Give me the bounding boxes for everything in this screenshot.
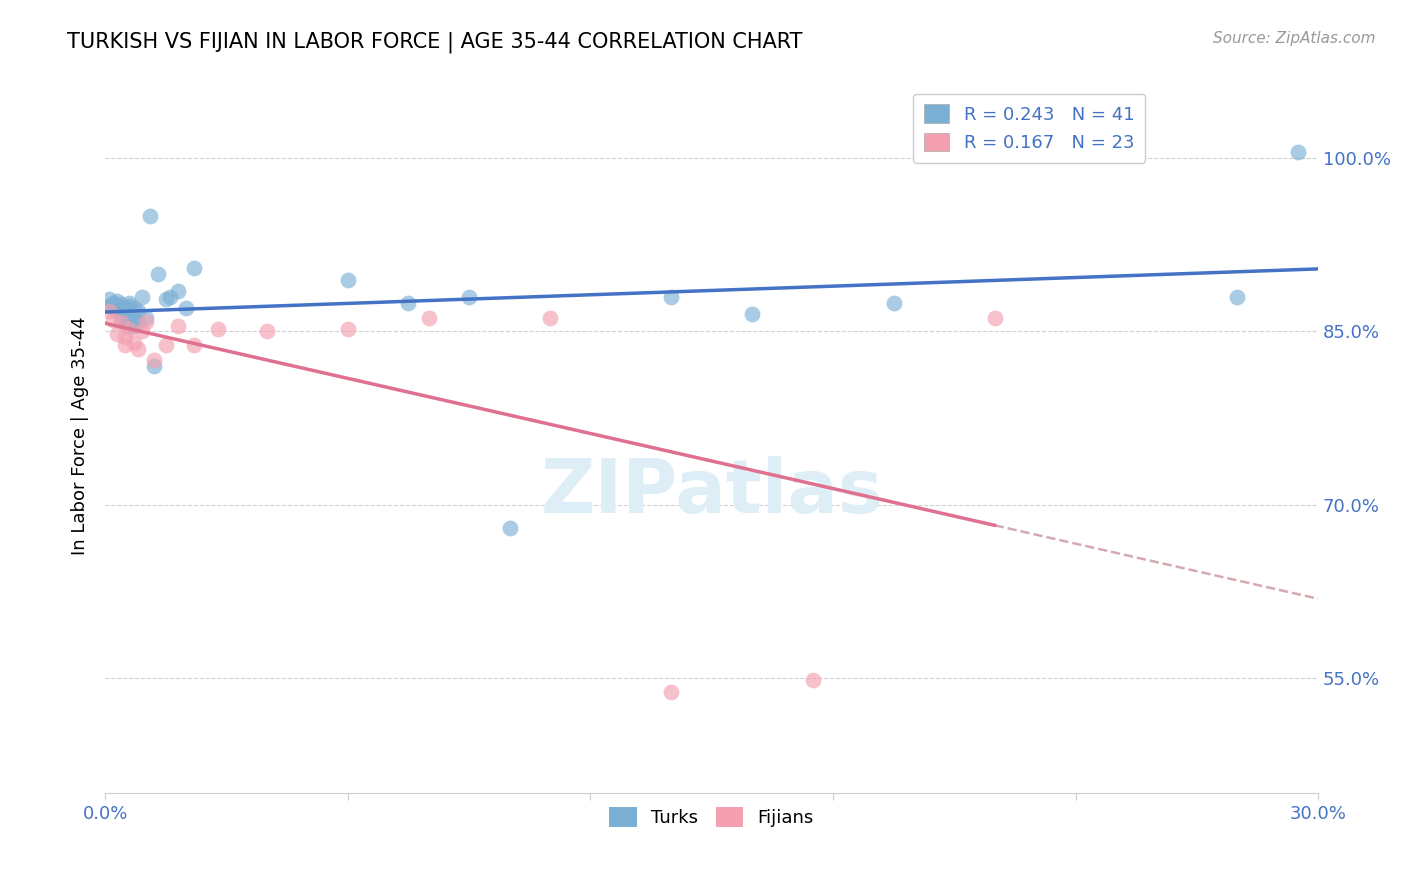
Point [458, 290, 481, 304]
Point [114, 307, 136, 321]
Point [127, 315, 149, 329]
Point [336, 272, 359, 286]
Point [122, 310, 145, 325]
Text: ZIPatlas: ZIPatlas [540, 456, 883, 529]
Point [256, 325, 278, 339]
Point [105, 326, 128, 341]
Point [110, 315, 132, 329]
Point [122, 301, 145, 316]
Point [127, 303, 149, 318]
Point [659, 684, 682, 698]
Point [183, 338, 205, 352]
Point [131, 290, 153, 304]
Point [741, 307, 763, 321]
Point [98, 292, 121, 306]
Point [135, 315, 157, 329]
Point [135, 310, 157, 325]
Point [155, 338, 177, 352]
Point [114, 330, 136, 344]
Point [118, 299, 141, 313]
Point [1286, 145, 1309, 160]
Point [183, 260, 205, 275]
Point [103, 313, 125, 327]
Text: Source: ZipAtlas.com: Source: ZipAtlas.com [1212, 31, 1375, 46]
Point [110, 313, 132, 327]
Point [118, 295, 141, 310]
Point [138, 209, 160, 223]
Point [114, 338, 136, 352]
Point [167, 284, 190, 298]
Point [498, 521, 520, 535]
Point [103, 301, 125, 316]
Point [207, 322, 229, 336]
Point [131, 325, 153, 339]
Point [159, 290, 181, 304]
Point [118, 322, 141, 336]
Point [1226, 290, 1249, 304]
Point [336, 322, 359, 336]
Point [98, 299, 121, 313]
Point [110, 307, 132, 321]
Point [142, 359, 165, 373]
Point [983, 310, 1005, 325]
Point [127, 342, 149, 356]
Point [118, 318, 141, 333]
Point [110, 297, 132, 311]
Point [105, 294, 128, 309]
Point [118, 310, 141, 325]
Point [142, 353, 165, 368]
Point [174, 301, 197, 316]
Point [883, 295, 905, 310]
Point [801, 673, 824, 688]
Point [167, 318, 190, 333]
Point [105, 303, 128, 318]
Point [659, 290, 682, 304]
Point [105, 299, 128, 313]
Legend: Turks, Fijians: Turks, Fijians [602, 800, 821, 834]
Point [103, 295, 125, 310]
Point [155, 292, 177, 306]
Point [122, 336, 145, 351]
Point [538, 310, 561, 325]
Point [398, 295, 420, 310]
Point [98, 303, 121, 318]
Y-axis label: In Labor Force | Age 35-44: In Labor Force | Age 35-44 [72, 316, 89, 555]
Text: TURKISH VS FIJIAN IN LABOR FORCE | AGE 35-44 CORRELATION CHART: TURKISH VS FIJIAN IN LABOR FORCE | AGE 3… [67, 31, 803, 53]
Point [418, 310, 440, 325]
Point [146, 267, 169, 281]
Point [114, 301, 136, 316]
Point [114, 315, 136, 329]
Point [122, 318, 145, 333]
